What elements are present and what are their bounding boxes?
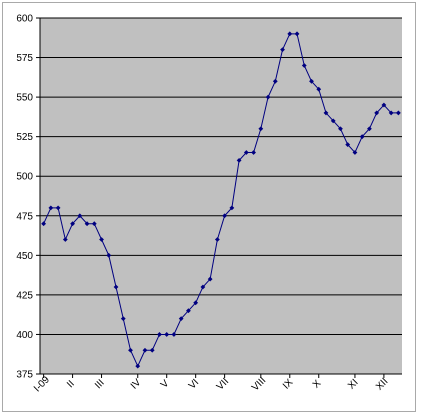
- x-tick-label: VIII: [250, 375, 268, 393]
- series-line: [43, 33, 399, 368]
- data-point: [345, 142, 351, 147]
- x-tick-label: VI: [187, 377, 201, 391]
- y-tick-label: 425: [16, 290, 33, 301]
- x-tick-label: V: [159, 378, 172, 391]
- data-point: [120, 316, 126, 322]
- data-point: [301, 63, 307, 68]
- data-point: [222, 213, 228, 219]
- data-point: [128, 347, 133, 353]
- y-tick-label: 525: [16, 132, 33, 143]
- data-point: [287, 31, 293, 37]
- data-point: [338, 126, 343, 132]
- data-point: [84, 221, 90, 227]
- x-tick-label: III: [93, 378, 107, 392]
- x-tick-label: II: [65, 378, 77, 390]
- x-tick-label: X: [311, 378, 324, 391]
- data-point: [178, 316, 184, 322]
- axes: [39, 18, 402, 375]
- data-point: [258, 126, 264, 132]
- data-point: [48, 205, 54, 211]
- data-point: [164, 332, 170, 337]
- data-point: [352, 150, 358, 155]
- data-point: [157, 332, 162, 337]
- data-point: [374, 110, 380, 116]
- y-tick-label: 400: [16, 330, 33, 341]
- data-point: [272, 78, 278, 84]
- y-tick-label: 550: [16, 93, 33, 104]
- data-points: [41, 31, 401, 369]
- y-tick-label: 450: [16, 251, 33, 262]
- data-point: [236, 158, 242, 163]
- data-point: [265, 94, 271, 100]
- data-point: [330, 118, 336, 124]
- y-tick-label: 600: [16, 14, 33, 25]
- data-point: [388, 110, 394, 116]
- data-point: [149, 347, 155, 353]
- data-point: [171, 332, 177, 337]
- y-tick-label: 500: [16, 172, 33, 183]
- data-point: [62, 237, 68, 242]
- data-point: [229, 205, 235, 211]
- y-tick-label: 475: [16, 211, 33, 222]
- data-point: [323, 110, 329, 116]
- data-point: [359, 134, 365, 140]
- data-point: [70, 221, 75, 227]
- x-tick-label: IX: [281, 377, 296, 392]
- x-axis-ticks: I-09 II III IV V VI VII VIII IX X XI XII: [32, 374, 390, 394]
- data-point: [41, 221, 47, 227]
- y-tick-label: 575: [16, 53, 33, 64]
- data-point: [280, 47, 285, 53]
- data-point: [55, 205, 61, 211]
- data-point: [251, 150, 256, 155]
- data-point: [113, 284, 119, 290]
- x-tick-label: XII: [374, 376, 390, 392]
- x-tick-label: VII: [215, 376, 231, 392]
- data-point: [99, 237, 104, 242]
- data-point: [193, 300, 199, 306]
- y-tick-label: 375: [16, 370, 33, 381]
- data-point: [381, 102, 387, 108]
- data-point: [243, 150, 249, 155]
- x-tick-label: XI: [346, 377, 360, 391]
- plot-area: [40, 18, 402, 374]
- data-point: [367, 126, 372, 132]
- x-tick-label: IV: [129, 377, 144, 392]
- data-point: [316, 86, 322, 92]
- data-point: [106, 252, 112, 258]
- data-point: [135, 363, 141, 369]
- data-point: [142, 347, 148, 353]
- data-point: [395, 110, 401, 116]
- data-point: [214, 237, 220, 242]
- data-point: [77, 213, 83, 219]
- data-point: [200, 284, 206, 290]
- data-point: [91, 221, 97, 227]
- y-axis-ticks: 375 400 425 450 475 500 525 550 575 600: [16, 14, 40, 381]
- data-point: [294, 31, 300, 37]
- x-tick-label: I-09: [32, 374, 52, 394]
- data-point: [207, 276, 213, 282]
- data-point: [309, 78, 314, 84]
- data-point: [186, 308, 191, 314]
